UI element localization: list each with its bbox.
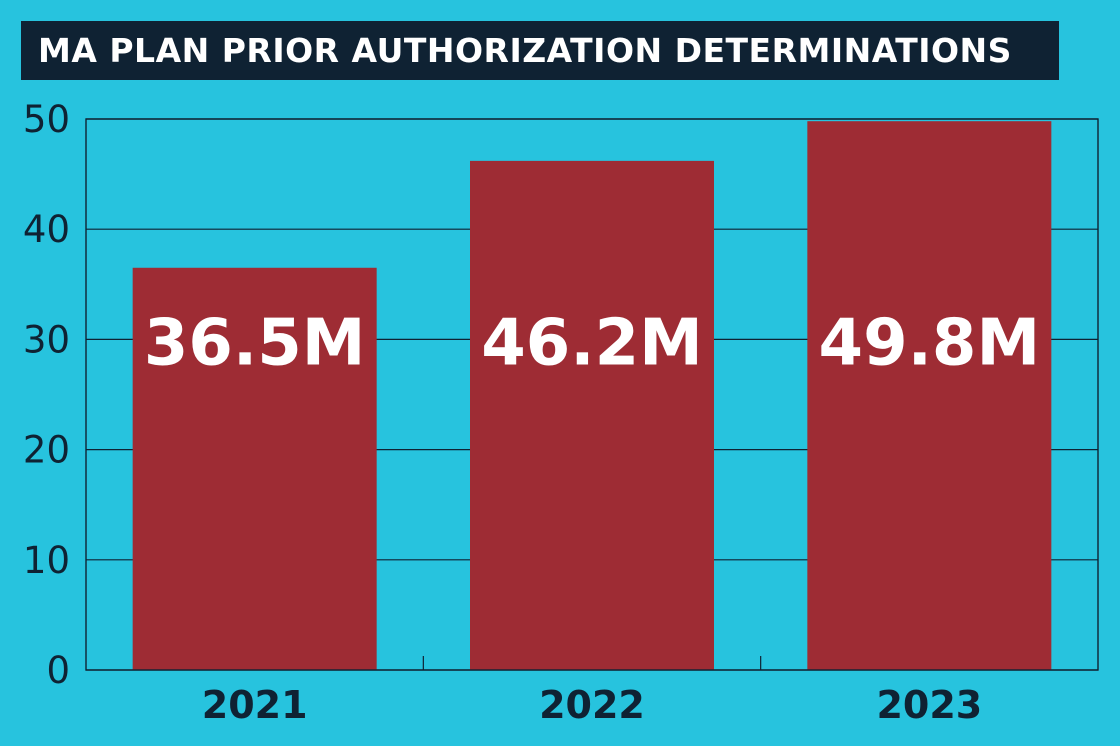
x-tick-label: 2022 (539, 683, 645, 727)
x-tick-label: 2021 (202, 683, 308, 727)
y-tick-label: 30 (23, 318, 70, 361)
y-tick-label: 10 (23, 539, 70, 582)
x-tick-label: 2023 (876, 683, 982, 727)
data-label: 36.5M (144, 306, 366, 380)
plot-frame (85, 118, 1099, 671)
chart-title: MA PLAN PRIOR AUTHORIZATION DETERMINATIO… (38, 31, 1012, 70)
data-label: 46.2M (481, 306, 703, 380)
bars (132, 121, 1052, 671)
y-tick-label: 50 (23, 98, 70, 141)
bar (807, 121, 1052, 671)
data-labels: 36.5M 46.2M 49.8M (144, 306, 1040, 380)
y-axis-ticks: 0 10 20 30 40 50 (23, 98, 70, 692)
bar (132, 267, 377, 670)
bar (470, 160, 714, 670)
y-tick-label: 40 (23, 208, 70, 251)
y-tick-label: 20 (23, 429, 70, 472)
chart-title-bar: MA PLAN PRIOR AUTHORIZATION DETERMINATIO… (21, 21, 1059, 80)
y-tick-label: 0 (46, 649, 70, 692)
x-axis-ticks: 2021 2022 2023 (202, 683, 982, 727)
plot-border (85, 118, 1099, 671)
data-label: 49.8M (819, 306, 1041, 380)
